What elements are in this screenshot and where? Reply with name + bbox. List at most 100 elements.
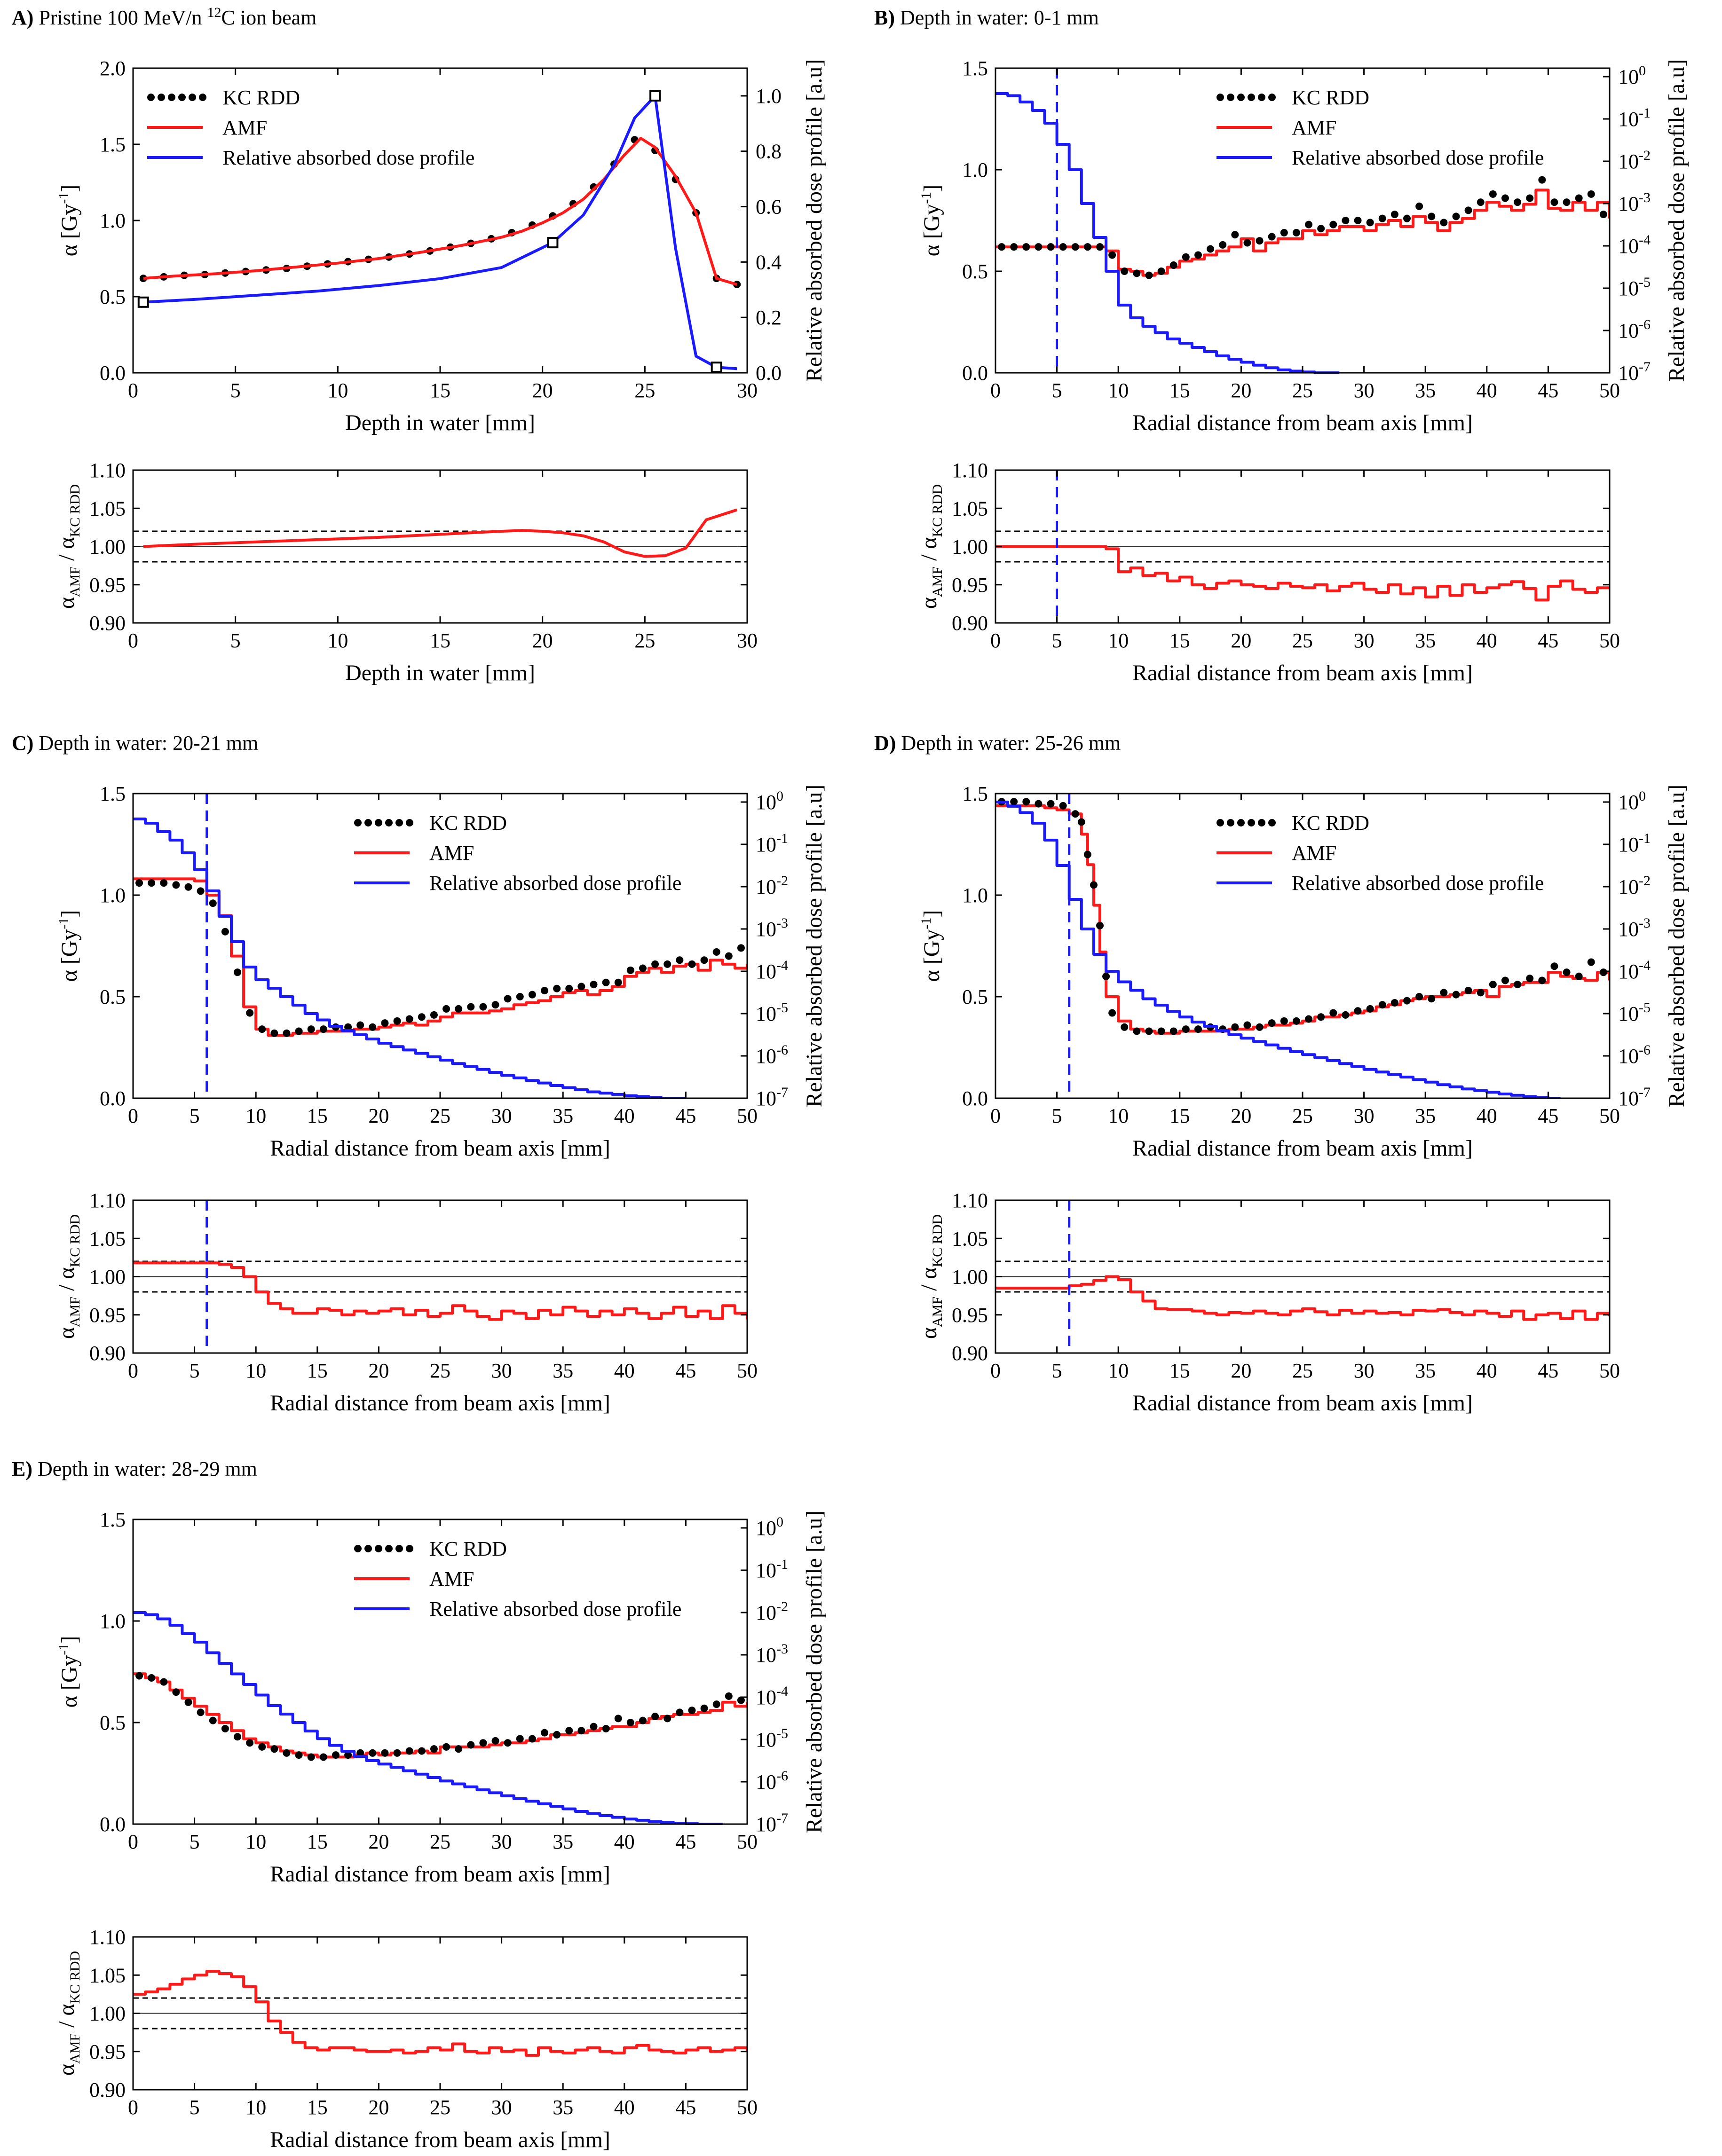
x-tick-label: 15 <box>307 1830 328 1853</box>
y-tick-label: 0.5 <box>100 285 126 308</box>
kc-rdd-point <box>1256 1023 1264 1031</box>
kc-rdd-point <box>565 984 573 992</box>
panel-A: A) Pristine 100 MeV/n 12C ion beam 0 5 10 15… <box>12 5 827 435</box>
kc-rdd-point <box>430 1745 438 1753</box>
kc-rdd-point <box>369 1023 377 1031</box>
kc-rdd-point <box>1059 802 1067 810</box>
kc-rdd-point <box>1587 958 1595 966</box>
kc-rdd-point <box>319 1025 327 1033</box>
kc-rdd-point <box>270 1745 278 1753</box>
x-tick-label: 0 <box>128 1104 138 1127</box>
x-tick-label: 10 <box>1108 1104 1129 1127</box>
kc-rdd-point <box>1121 268 1129 275</box>
x-tick-label: 0 <box>990 629 1001 652</box>
y-tick-label: 0.5 <box>100 1711 126 1734</box>
y-tick-label: 1.05 <box>952 1227 988 1250</box>
x-tick-label: 5 <box>1052 379 1062 402</box>
x-tick-label: 5 <box>230 629 241 652</box>
y-tick-label: 1.0 <box>962 884 988 907</box>
kc-rdd-point <box>602 978 610 986</box>
x-tick-label: 20 <box>532 629 553 652</box>
y-tick-label: 1.0 <box>100 884 126 907</box>
kc-rdd-point <box>430 1011 438 1019</box>
kc-rdd-point <box>1182 1025 1190 1033</box>
x-axis-label: Radial distance from beam axis [mm] <box>270 1136 610 1161</box>
legend-kc-rdd-swatch <box>178 94 186 101</box>
legend-label: AMF <box>429 1567 474 1590</box>
x-tick-label: 35 <box>1415 1104 1436 1127</box>
panel-D: D) Depth in water: 25-26 mm 0 5 10 15 20 25 30 3… <box>874 732 1689 1161</box>
x-axis-label: Radial distance from beam axis [mm] <box>1132 1136 1473 1161</box>
y2-tick-label: 10-4 <box>1618 232 1651 258</box>
legend: KC RDD AMF Relative absorbed dose profile <box>1216 811 1544 895</box>
legend-label: KC RDD <box>429 811 507 834</box>
kc-rdd-point <box>172 1688 180 1696</box>
x-axis-label: Radial distance from beam axis [mm] <box>270 1862 610 1887</box>
kc-rdd-point <box>1587 190 1595 198</box>
kc-rdd-point <box>577 1727 585 1735</box>
legend-label: Relative absorbed dose profile <box>1292 872 1544 895</box>
legend-kc-rdd-swatch <box>1216 94 1224 101</box>
y-tick-label: 0.95 <box>952 574 988 597</box>
y2-tick-label: 100 <box>756 1514 783 1540</box>
legend-kc-rdd-swatch <box>375 819 382 826</box>
legend-kc-rdd-swatch <box>158 94 165 101</box>
x-tick-label: 15 <box>1169 1104 1190 1127</box>
series-amf <box>133 1672 747 1759</box>
legend-kc-rdd-swatch <box>1258 819 1265 826</box>
x-tick-label: 10 <box>327 379 348 402</box>
x-tick-label: 25 <box>1292 1359 1313 1382</box>
y-tick-label: 0.90 <box>89 2078 126 2101</box>
y2-tick-label: 10-3 <box>1618 915 1651 941</box>
kc-rdd-point <box>1390 211 1398 219</box>
legend-kc-rdd-swatch <box>1248 94 1255 101</box>
y2-axis-label: Relative absorbed dose profile [a.u] <box>1664 59 1689 382</box>
y2-tick-label: 10-5 <box>1618 1000 1651 1025</box>
y-tick-label: 1.0 <box>962 158 988 181</box>
x-tick-label: 25 <box>1292 379 1313 402</box>
kc-rdd-point <box>160 879 168 887</box>
y-tick-label: 1.00 <box>89 2002 126 2025</box>
kc-rdd-point <box>221 928 229 936</box>
series-ratio <box>995 1275 1610 1321</box>
legend-kc-rdd-swatch <box>168 94 175 101</box>
kc-rdd-point <box>1133 269 1141 277</box>
y2-axis-label: Relative absorbed dose profile [a.u] <box>802 785 827 1107</box>
kc-rdd-point <box>651 960 659 968</box>
y-tick-label: 1.00 <box>89 1266 126 1289</box>
x-tick-label: 20 <box>368 1830 389 1853</box>
series-amf <box>995 804 1610 1035</box>
x-tick-label: 45 <box>675 2096 696 2119</box>
kc-rdd-point <box>737 944 745 952</box>
y-tick-label: 1.0 <box>100 209 126 232</box>
x-axis-label: Radial distance from beam axis [mm] <box>1132 1391 1473 1416</box>
series-ratio <box>133 1261 747 1321</box>
panel-E-ratio: 0 5 10 15 20 25 30 35 40 45 50 0.90 0.95 1.00 1.05 1.10… <box>54 1926 758 2152</box>
dose-marker <box>547 237 559 249</box>
kc-rdd-point <box>1403 997 1411 1005</box>
series-ratio <box>143 508 738 558</box>
kc-rdd-point <box>590 981 598 989</box>
x-tick-label: 25 <box>430 1830 450 1853</box>
x-tick-label: 50 <box>1599 1104 1620 1127</box>
y-tick-label: 0.90 <box>952 612 988 635</box>
kc-rdd-point <box>1329 220 1337 228</box>
x-tick-label: 10 <box>1108 379 1129 402</box>
kc-rdd-point <box>1563 968 1571 976</box>
x-tick-label: 35 <box>1415 379 1436 402</box>
kc-rdd-point <box>1538 176 1546 184</box>
panel-B-ratio: 0 5 10 15 20 25 30 35 40 45 50 0.90 0.95 1.00 1.05 1.10… <box>916 459 1620 685</box>
y-tick-label: 1.00 <box>89 535 126 559</box>
plot-frame <box>132 67 748 374</box>
legend-kc-rdd-swatch <box>1258 94 1265 101</box>
y-tick-label: 0.0 <box>100 362 126 385</box>
kc-rdd-point <box>246 1739 254 1747</box>
y-tick-label: 1.00 <box>952 1266 988 1289</box>
kc-rdd-point <box>1428 212 1436 220</box>
kc-rdd-point <box>1169 261 1177 269</box>
panel-title: C) Depth in water: 20-21 mm <box>12 732 258 755</box>
y-tick-label: 1.10 <box>952 459 988 482</box>
kc-rdd-point <box>590 1723 598 1731</box>
kc-rdd-point <box>664 1715 671 1723</box>
kc-rdd-point <box>139 275 147 283</box>
